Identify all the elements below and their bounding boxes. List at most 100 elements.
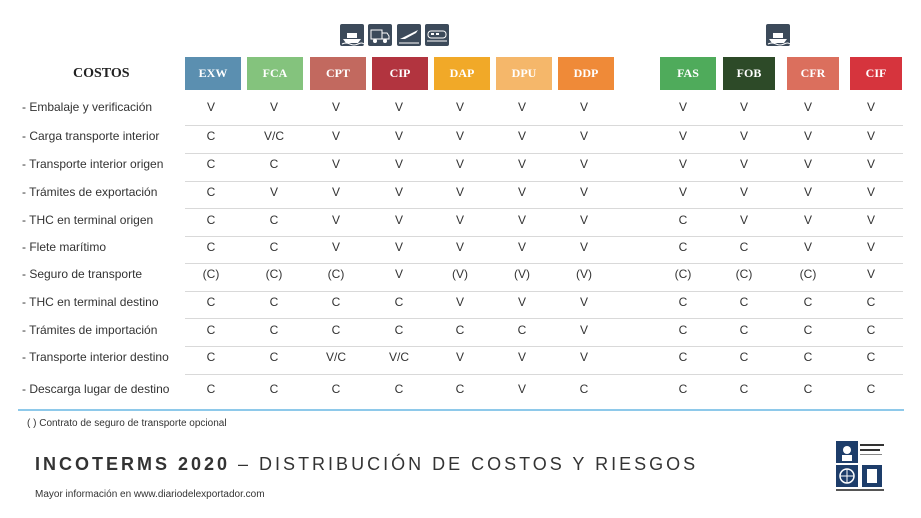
table-cell-exw: C (206, 295, 216, 309)
table-cell-fca: V/C (263, 129, 285, 143)
term-cip: CIP (372, 57, 428, 90)
term-fob: FOB (723, 57, 775, 90)
table-cell-dap: V (455, 185, 465, 199)
term-fas: FAS (660, 57, 716, 90)
row-divider (185, 291, 903, 292)
table-cell-cpt: V (331, 157, 341, 171)
table-cell-cip: V (394, 100, 404, 114)
table-cell-ddp: V (579, 295, 589, 309)
table-cell-ddp: V (579, 129, 589, 143)
table-cell-ddp: V (579, 185, 589, 199)
table-cell-cif: V (866, 157, 876, 171)
table-cell-fob: C (739, 295, 749, 309)
table-cell-ddp: V (579, 323, 589, 337)
row-label: - Descarga lugar de destino (22, 382, 170, 396)
row-divider (185, 374, 903, 375)
table-cell-cpt: V (331, 100, 341, 114)
row-label: - THC en terminal destino (22, 295, 159, 309)
table-cell-cfr: V (803, 240, 813, 254)
table-cell-cif: V (866, 267, 876, 281)
table-cell-dpu: V (517, 240, 527, 254)
table-cell-dpu: V (517, 350, 527, 364)
ship-icon (340, 24, 364, 46)
table-cell-ddp: (V) (576, 267, 592, 281)
table-cell-fca: C (269, 323, 279, 337)
page-title: INCOTERMS 2020 – DISTRIBUCIÓN DE COSTOS … (35, 454, 698, 475)
table-cell-cpt: V/C (325, 350, 347, 364)
table-cell-fca: (C) (265, 267, 283, 281)
row-label: - Trámites de exportación (22, 185, 158, 199)
table-cell-fca: C (269, 213, 279, 227)
table-cell-fas: C (678, 295, 688, 309)
table-cell-ddp: V (579, 240, 589, 254)
table-cell-fob: C (739, 323, 749, 337)
table-cell-dpu: V (517, 157, 527, 171)
table-cell-cpt: (C) (327, 267, 345, 281)
table-cell-fas: C (678, 240, 688, 254)
table-cell-exw: C (206, 185, 216, 199)
row-label: - Transporte interior destino (22, 350, 169, 364)
table-cell-cip: V (394, 185, 404, 199)
table-cell-fob: C (739, 240, 749, 254)
footnote: ( ) Contrato de seguro de transporte opc… (27, 418, 227, 429)
table-cell-fca: C (269, 240, 279, 254)
table-cell-exw: V (206, 100, 216, 114)
row-label: - Flete marítimo (22, 240, 107, 254)
table-cell-fob: C (739, 350, 749, 364)
table-cell-dap: V (455, 350, 465, 364)
row-label: - Carga transporte interior (22, 129, 160, 143)
table-cell-ddp: C (579, 382, 589, 396)
row-label: - Trámites de importación (22, 323, 158, 337)
table-cell-dap: C (455, 382, 465, 396)
table-cell-fob: V (739, 157, 749, 171)
table-cell-cip: V/C (388, 350, 410, 364)
table-cell-fob: V (739, 129, 749, 143)
table-cell-fas: V (678, 100, 688, 114)
term-dap: DAP (434, 57, 490, 90)
table-cell-fca: C (269, 350, 279, 364)
table-cell-dpu: (V) (514, 267, 530, 281)
table-cell-cpt: C (331, 323, 341, 337)
title-bold: INCOTERMS 2020 (35, 454, 231, 474)
table-cell-cip: V (394, 240, 404, 254)
table-cell-dpu: V (517, 382, 527, 396)
row-divider (185, 181, 903, 182)
table-cell-cpt: C (331, 295, 341, 309)
row-divider (185, 263, 903, 264)
table-cell-fca: V (269, 100, 279, 114)
table-cell-ddp: V (579, 100, 589, 114)
plane-icon (397, 24, 421, 46)
row-label: - Transporte interior origen (22, 157, 164, 171)
row-divider (185, 236, 903, 237)
table-cell-dap: V (455, 129, 465, 143)
table-cell-dpu: V (517, 185, 527, 199)
row-divider (185, 208, 903, 209)
table-cell-exw: (C) (202, 267, 220, 281)
table-cell-dap: V (455, 100, 465, 114)
table-cell-cif: C (866, 295, 876, 309)
term-cif: CIF (850, 57, 902, 90)
table-cell-cip: V (394, 267, 404, 281)
table-cell-ddp: V (579, 157, 589, 171)
term-cfr: CFR (787, 57, 839, 90)
term-exw: EXW (185, 57, 241, 90)
table-cell-dap: V (455, 157, 465, 171)
table-cell-cpt: C (331, 382, 341, 396)
table-cell-cip: C (394, 295, 404, 309)
diario-del-exportador-logo (836, 441, 884, 493)
row-divider (185, 346, 903, 347)
table-cell-cpt: V (331, 240, 341, 254)
table-bottom-divider (18, 409, 904, 411)
table-cell-fas: C (678, 323, 688, 337)
term-dpu: DPU (496, 57, 552, 90)
table-cell-fas: V (678, 157, 688, 171)
table-cell-cfr: V (803, 100, 813, 114)
table-cell-dap: V (455, 240, 465, 254)
table-cell-ddp: V (579, 213, 589, 227)
table-cell-fca: C (269, 382, 279, 396)
more-info-text: Mayor información en www.diariodelexport… (35, 489, 265, 500)
table-cell-fob: V (739, 213, 749, 227)
table-cell-cip: V (394, 213, 404, 227)
table-cell-fas: V (678, 129, 688, 143)
row-label: - Embalaje y verificación (22, 100, 153, 114)
